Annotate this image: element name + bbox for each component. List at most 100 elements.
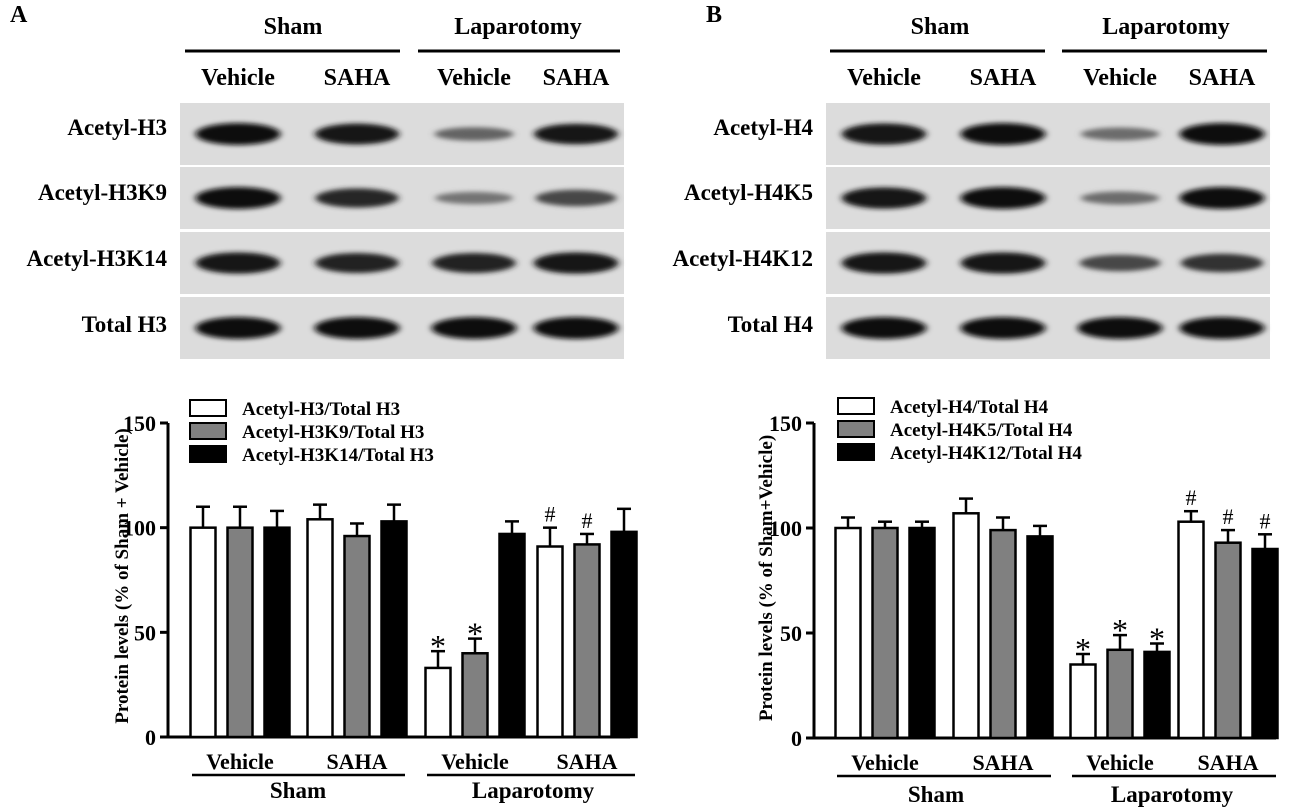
chart-b-x-tick-label-0: Vehicle xyxy=(851,750,919,775)
blot-b-row-label-4: Total H4 xyxy=(728,312,814,337)
blot-b-lane-2: SAHA xyxy=(970,65,1037,91)
blot-a-band-3-4 xyxy=(533,252,619,274)
blot-b-band-3-4 xyxy=(1180,253,1264,273)
blot-a-band-2-2 xyxy=(315,188,399,208)
chart-a-bar-2-1 xyxy=(380,520,408,739)
blot-b-row-label-3: Acetyl-H4K12 xyxy=(672,246,813,271)
chart-a-bar-1-2 xyxy=(461,652,489,739)
blot-b-band-1-3 xyxy=(1080,127,1160,141)
blot-b-band-1-2 xyxy=(960,123,1046,145)
chart-a-legend-label-1: Acetyl-H3K9/Total H3 xyxy=(242,422,424,443)
chart-a-x-tick-label-2: Vehicle xyxy=(441,749,509,774)
chart-b-legend-label-1: Acetyl-H4K5/Total H4 xyxy=(890,420,1073,441)
blot-b-band-4-4 xyxy=(1179,317,1265,339)
chart-a-bar-2-3 xyxy=(610,530,638,739)
chart-a-y-tick-label-0: 0 xyxy=(145,725,156,750)
blot-b-band-4-2 xyxy=(960,317,1046,339)
blot-a-lane-4: SAHA xyxy=(543,65,610,91)
chart-b-mark-0-2: * xyxy=(1075,631,1091,667)
blot-a-group-laparotomy: Laparotomy xyxy=(454,14,582,40)
blot-a-band-2-4 xyxy=(535,189,617,207)
chart-a-bar-1-0 xyxy=(226,526,254,739)
blot-a-row-label-1: Acetyl-H3 xyxy=(67,115,167,140)
chart-b-bar-0-3 xyxy=(1177,520,1205,740)
chart-a-legend-swatch-0 xyxy=(189,399,227,417)
blot-b: Acetyl-H4 Acetyl-H4K5 Acetyl-H4K12 Total… xyxy=(672,103,1270,359)
blot-b-band-4-3 xyxy=(1077,317,1163,339)
blot-a-header: Sham Laparotomy Vehicle SAHA Vehicle SAH… xyxy=(185,14,620,91)
chart-a-y-tick-label-1: 50 xyxy=(134,620,156,645)
chart-a-group-label-sham: Sham xyxy=(270,778,326,803)
chart-b-legend-label-0: Acetyl-H4/Total H4 xyxy=(890,397,1049,418)
blot-a-row-label-3: Acetyl-H3K14 xyxy=(26,246,167,271)
chart-a-bar-0-0 xyxy=(189,526,217,739)
chart-a-ylabel: Protein levels (% of Sham + Vehicle) xyxy=(112,428,133,723)
chart-b-bar-0-0 xyxy=(834,526,862,740)
blot-b-lane-3: Vehicle xyxy=(1083,65,1157,91)
chart-a-legend-label-0: Acetyl-H3/Total H3 xyxy=(242,399,400,420)
chart-b-bar-2-0 xyxy=(908,526,936,740)
chart-b-bar-1-3 xyxy=(1214,541,1242,740)
panel-b-letter: B xyxy=(706,2,722,28)
blot-b-group-sham: Sham xyxy=(911,14,970,40)
chart-b-x-tick-label-2: Vehicle xyxy=(1086,750,1154,775)
blot-a-band-3-3 xyxy=(432,253,516,273)
chart-b-mark-2-3: # xyxy=(1260,508,1271,533)
chart-b-mark-2-2: * xyxy=(1149,621,1165,657)
blot-b-band-1-4 xyxy=(1179,123,1265,145)
blot-b-header: Sham Laparotomy Vehicle SAHA Vehicle SAH… xyxy=(830,14,1267,91)
blot-b-band-4-1 xyxy=(841,317,927,339)
blot-a-band-3-2 xyxy=(315,253,399,273)
blot-a-band-4-3 xyxy=(431,317,517,339)
chart-a-x-tick-label-0: Vehicle xyxy=(206,749,274,774)
blot-a-row-label-2: Acetyl-H3K9 xyxy=(38,180,167,205)
blot-b-band-2-1 xyxy=(841,187,927,209)
chart-a-x-tick-label-3: SAHA xyxy=(556,749,617,774)
chart-a-legend-label-2: Acetyl-H3K14/Total H3 xyxy=(242,445,434,466)
chart-b-bar-2-3 xyxy=(1251,547,1279,740)
chart-b-group-label-sham: Sham xyxy=(908,782,964,807)
blot-b-band-2-2 xyxy=(960,187,1046,209)
blot-a-band-2-3 xyxy=(435,191,513,205)
chart-b-y-tick-label-0: 0 xyxy=(791,726,802,751)
chart-b-bar-0-2 xyxy=(1069,663,1097,740)
chart-b-mark-0-3: # xyxy=(1186,485,1197,510)
blot-a-band-1-3 xyxy=(434,127,514,141)
chart-a-group-label-laparotomy: Laparotomy xyxy=(472,778,595,803)
chart-b-bar-2-2 xyxy=(1143,650,1171,740)
chart-b-bar-2-1 xyxy=(1026,535,1054,740)
blot-b-band-2-4 xyxy=(1179,187,1265,209)
blot-a-band-2-1 xyxy=(195,187,281,209)
blot-a-row-label-4: Total H3 xyxy=(82,312,167,337)
chart-b-x-tick-label-1: SAHA xyxy=(972,750,1033,775)
chart-a-bar-0-2 xyxy=(424,666,452,739)
blot-a-band-1-4 xyxy=(534,123,618,145)
blot-a-band-1-1 xyxy=(195,123,281,145)
chart-b-mark-1-2: * xyxy=(1112,612,1128,648)
chart-b-bar-1-2 xyxy=(1106,648,1134,740)
blot-b-band-1-1 xyxy=(841,123,927,145)
chart-a-legend-swatch-1 xyxy=(189,422,227,440)
chart-b-x-tick-label-3: SAHA xyxy=(1197,750,1258,775)
chart-b-y-tick-label-1: 50 xyxy=(780,621,802,646)
chart-a-bar-0-1 xyxy=(306,518,334,739)
chart-b-bar-1-0 xyxy=(871,526,899,740)
blot-a: Acetyl-H3 Acetyl-H3K9 Acetyl-H3K14 Total… xyxy=(26,103,624,359)
chart-b-y-tick-label-3: 150 xyxy=(769,411,802,436)
chart-b-ylabel: Protein levels (% of Sham+Vehicle) xyxy=(756,435,777,721)
chart-b-legend-swatch-2 xyxy=(837,443,875,461)
blot-b-row-label-1: Acetyl-H4 xyxy=(713,115,813,140)
chart-a-bar-2-2 xyxy=(498,532,526,739)
chart-a-bar-1-1 xyxy=(343,534,371,739)
blot-b-lane-4: SAHA xyxy=(1189,65,1256,91)
chart-a-y-tick-label-2: 100 xyxy=(123,516,156,541)
blot-a-group-sham: Sham xyxy=(264,14,323,40)
chart-a-mark-0-2: * xyxy=(430,628,446,664)
chart-b-legend-swatch-0 xyxy=(837,397,875,415)
blot-a-band-4-1 xyxy=(195,317,281,339)
chart-b-y-tick-label-2: 100 xyxy=(769,516,802,541)
blot-a-lane-2: SAHA xyxy=(324,65,391,91)
blot-b-band-2-3 xyxy=(1080,191,1160,205)
